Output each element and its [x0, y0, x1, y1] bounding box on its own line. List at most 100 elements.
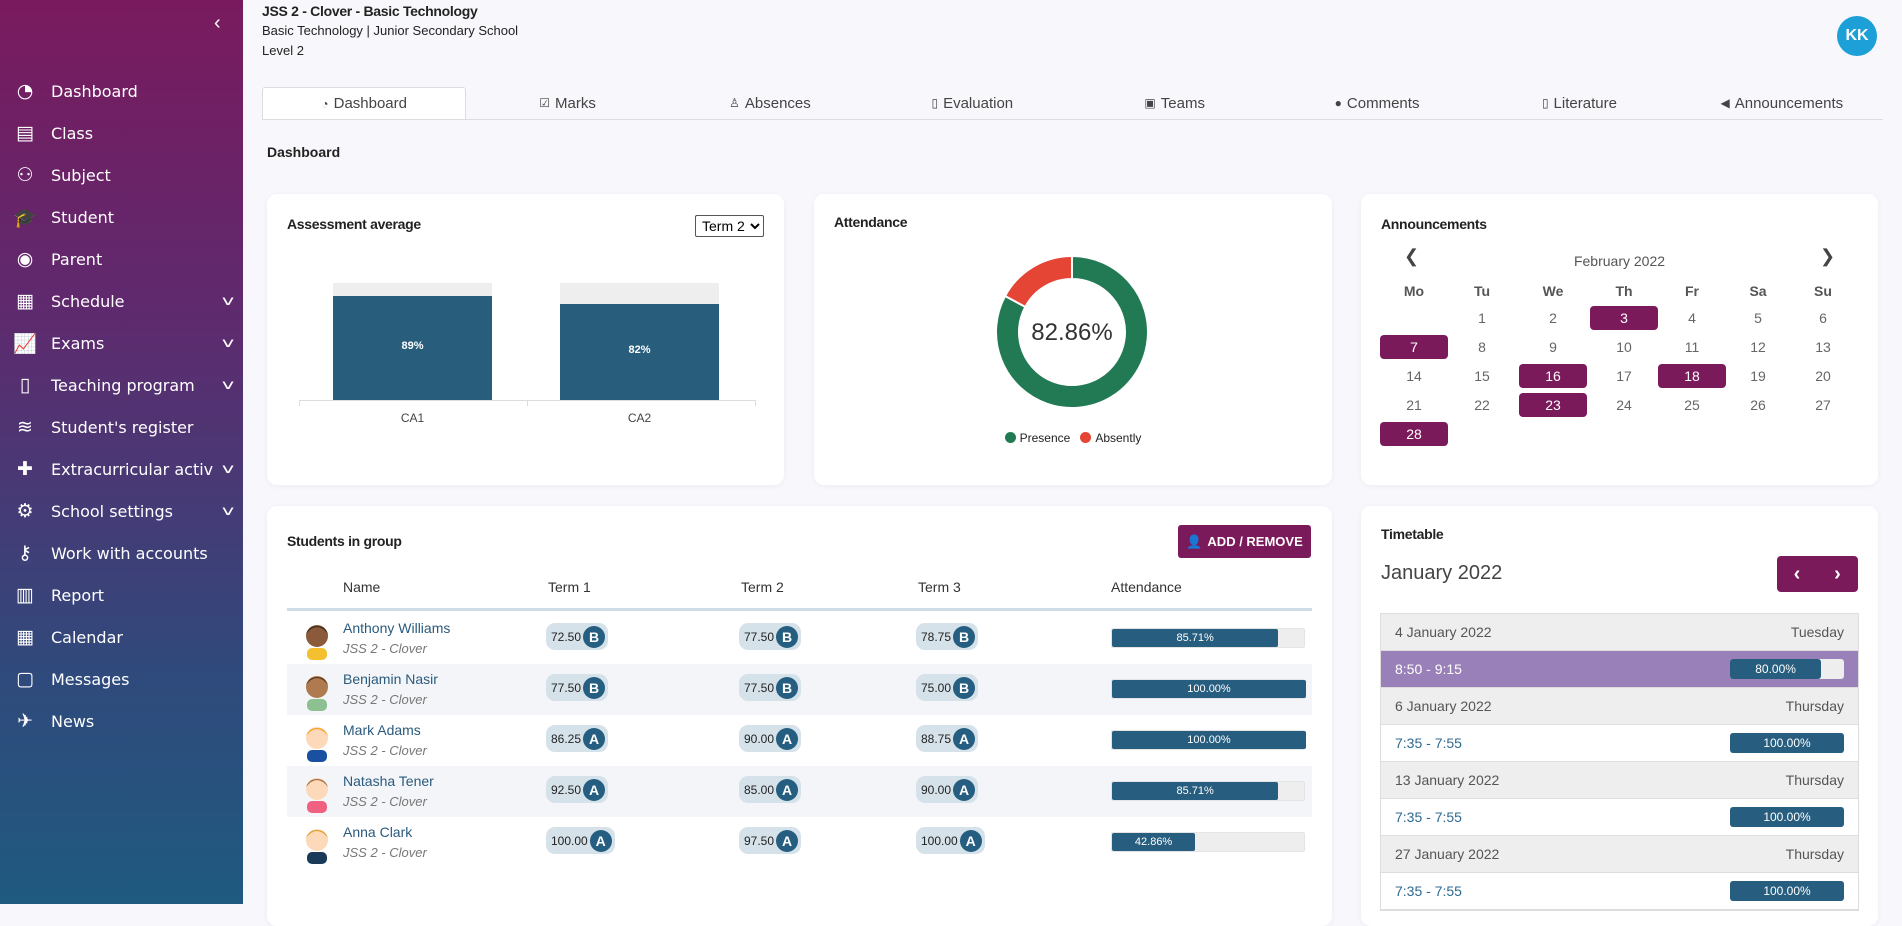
- calendar-day[interactable]: 14: [1406, 368, 1422, 384]
- calendar-day[interactable]: 9: [1549, 339, 1557, 355]
- calendar-day[interactable]: 16: [1519, 364, 1587, 388]
- tab-literature[interactable]: ▯ Literature: [1541, 94, 1617, 112]
- add-remove-button[interactable]: 👤 ADD / REMOVE: [1178, 525, 1311, 558]
- calendar-day[interactable]: 18: [1658, 364, 1726, 388]
- grade-badge: 78.75 B: [916, 623, 979, 650]
- chevron-left-icon[interactable]: ‹: [214, 12, 221, 34]
- calendar-day[interactable]: 11: [1684, 339, 1700, 355]
- calendar-day[interactable]: 12: [1750, 339, 1766, 355]
- prev-month-icon[interactable]: ❮: [1404, 246, 1420, 266]
- sidebar-item-subject[interactable]: ⚇ Subject: [0, 154, 243, 196]
- calendar-day[interactable]: 20: [1815, 368, 1831, 384]
- tab-marks[interactable]: ☑ Marks: [539, 94, 596, 112]
- table-row: Anna Clark JSS 2 - Clover 100.00 A 97.50 A 1…: [287, 817, 1312, 868]
- sidebar-item-calendar[interactable]: ▦ Calendar: [0, 616, 243, 658]
- tab-announcements[interactable]: ◀ Announcements: [1720, 94, 1844, 112]
- sidebar-item-label: Schedule: [51, 291, 125, 311]
- gear-icon: ⚙: [16, 500, 34, 522]
- attendance-value: 100.00%: [1763, 810, 1811, 824]
- calendar-day[interactable]: 5: [1754, 310, 1762, 326]
- legend-item[interactable]: Presence: [1004, 431, 1070, 445]
- student-name-link[interactable]: Anthony Williams: [343, 620, 451, 636]
- sidebar-item-label: School settings: [51, 501, 174, 521]
- calendar-day[interactable]: 27: [1815, 397, 1831, 413]
- bar-data-label: 89%: [401, 339, 424, 352]
- calendar-day[interactable]: 23: [1519, 393, 1587, 417]
- sidebar-item-school-settings[interactable]: ⚙ School settings v: [0, 490, 243, 532]
- attendance-value: 85.71%: [1176, 632, 1214, 644]
- tab-evaluation[interactable]: ▯ Evaluation: [931, 94, 1014, 112]
- legend-item[interactable]: Absently: [1080, 431, 1141, 445]
- table-row: Benjamin Nasir JSS 2 - Clover 77.50 B 77.5…: [287, 664, 1312, 715]
- calendar-day[interactable]: 19: [1750, 368, 1766, 384]
- timetable-lesson-row[interactable]: 7:35 - 7:55 100.00%: [1381, 725, 1858, 762]
- sidebar-item-schedule[interactable]: ▦ Schedule v: [0, 280, 243, 322]
- announcements-card: Announcements ❮ ❯ February 2022 Mo Tu We Th…: [1361, 194, 1878, 485]
- sidebar-item-parent[interactable]: ◉ Parent: [0, 238, 243, 280]
- calendar-day[interactable]: 22: [1474, 397, 1490, 413]
- pin-icon: ✈: [17, 710, 33, 732]
- attendance-bar: 85.71%: [1111, 628, 1305, 648]
- gauge-icon: ◔: [16, 80, 34, 102]
- user-icon: ♙: [729, 96, 740, 110]
- sidebar-item-student-s-register[interactable]: ≋ Student's register: [0, 406, 243, 448]
- prev-button[interactable]: ‹: [1777, 556, 1817, 592]
- card-title: Assessment average: [287, 216, 421, 232]
- timetable-lesson-row[interactable]: 7:35 - 7:55 100.00%: [1381, 799, 1858, 836]
- calendar-day[interactable]: 21: [1406, 397, 1422, 413]
- bar-chart-icon: ▥: [16, 584, 34, 606]
- tab-teams[interactable]: ▣ Teams: [1144, 94, 1205, 112]
- next-button[interactable]: ›: [1817, 556, 1858, 592]
- weekday-header: Mo: [1403, 283, 1425, 299]
- term-select[interactable]: Term 2: [695, 215, 764, 237]
- sidebar-item-class[interactable]: ▤ Class: [0, 112, 243, 154]
- calendar-day[interactable]: 26: [1750, 397, 1766, 413]
- student-name-link[interactable]: Anna Clark: [343, 824, 413, 840]
- chevron-down-icon: v: [221, 377, 235, 393]
- sidebar-item-extracurricular-activ-[interactable]: ✚ Extracurricular activ... v: [0, 448, 243, 490]
- calendar-day[interactable]: 10: [1616, 339, 1632, 355]
- tab-absences[interactable]: ♙ Absences: [729, 94, 811, 112]
- tab-comments[interactable]: ● Comments: [1334, 94, 1420, 112]
- calendar-day[interactable]: 24: [1616, 397, 1632, 413]
- grade-badge: 97.50 A: [739, 827, 802, 854]
- calendar-day[interactable]: 28: [1380, 422, 1448, 446]
- assessment-card: Assessment average Term 2 89% CA1 82% CA2: [267, 194, 784, 485]
- student-name-link[interactable]: Natasha Tener: [343, 773, 434, 789]
- grade-badge: 92.50 A: [546, 776, 609, 803]
- sidebar-item-teaching-program[interactable]: ▯ Teaching program v: [0, 364, 243, 406]
- attendance-bar-fill: [1112, 731, 1306, 749]
- sidebar-item-exams[interactable]: 📈 Exams v: [0, 322, 243, 364]
- calendar-day[interactable]: 13: [1815, 339, 1831, 355]
- calendar-day[interactable]: 6: [1819, 310, 1827, 326]
- next-month-icon[interactable]: ❯: [1820, 246, 1836, 266]
- calendar-day[interactable]: 8: [1478, 339, 1486, 355]
- sidebar-item-work-with-accounts[interactable]: ⚷ Work with accounts: [0, 532, 243, 574]
- calendar-day[interactable]: 4: [1688, 310, 1696, 326]
- calendar-day[interactable]: 1: [1478, 310, 1486, 326]
- card-title: Announcements: [1381, 216, 1487, 232]
- calendar-day[interactable]: 25: [1684, 397, 1700, 413]
- calendar-day[interactable]: 17: [1616, 368, 1632, 384]
- calendar-day[interactable]: 3: [1590, 306, 1658, 330]
- sidebar-item-dashboard[interactable]: ◔ Dashboard: [0, 70, 243, 112]
- user-avatar[interactable]: KK: [1837, 16, 1877, 56]
- student-name-link[interactable]: Mark Adams: [343, 722, 421, 738]
- tab-dashboard[interactable]: ◔ Dashboard: [262, 87, 467, 119]
- donut-center-label: 82.86%: [1031, 319, 1112, 346]
- grade-badge: 90.00 A: [739, 725, 802, 752]
- sidebar-item-messages[interactable]: ▢ Messages: [0, 658, 243, 700]
- calendar-day[interactable]: 15: [1474, 368, 1490, 384]
- sidebar-item-news[interactable]: ✈ News: [0, 700, 243, 742]
- sidebar-item-label: News: [51, 711, 95, 731]
- grade-badge: 77.50 B: [739, 623, 802, 650]
- timetable-lesson-row[interactable]: 8:50 - 9:15 80.00%: [1381, 651, 1858, 688]
- calendar-day[interactable]: 7: [1380, 335, 1448, 359]
- sidebar-item-report[interactable]: ▥ Report: [0, 574, 243, 616]
- layers-icon: ≋: [17, 416, 33, 438]
- calendar-day[interactable]: 2: [1549, 310, 1557, 326]
- sidebar-item-label: Work with accounts: [51, 543, 208, 563]
- timetable-lesson-row[interactable]: 7:35 - 7:55 100.00%: [1381, 873, 1858, 910]
- student-name-link[interactable]: Benjamin Nasir: [343, 671, 438, 687]
- sidebar-item-student[interactable]: 🎓 Student: [0, 196, 243, 238]
